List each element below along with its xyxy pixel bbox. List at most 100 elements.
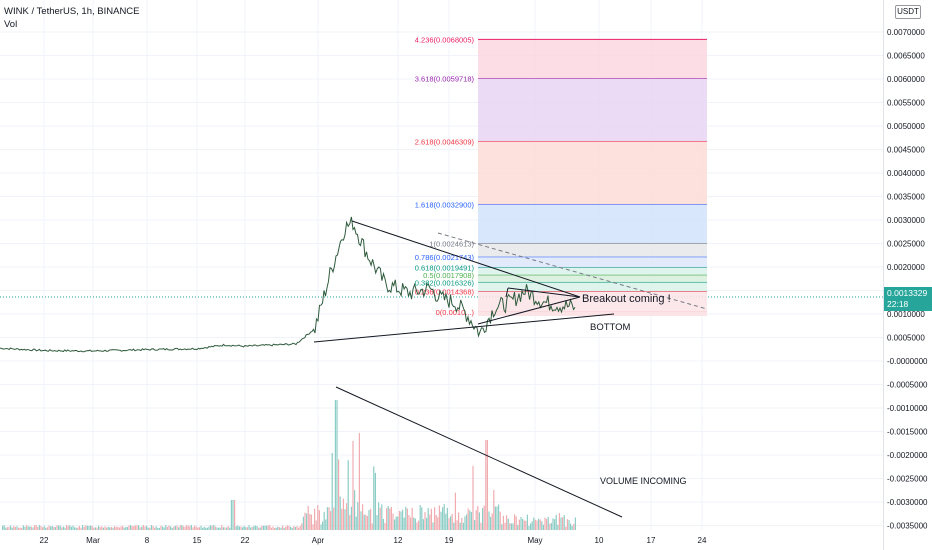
x-tick-label: 19: [445, 536, 454, 545]
volume-bar: [464, 516, 466, 530]
volume-bar: [542, 524, 544, 530]
volume-bar: [456, 520, 458, 530]
volume-bar: [549, 523, 551, 530]
volume-bar: [258, 527, 260, 530]
volume-bar: [149, 527, 151, 530]
volume-bar: [342, 498, 344, 530]
volume-bar: [528, 525, 530, 530]
fib-level-label: 0.618(0.0019491): [415, 263, 475, 272]
volume-bar: [398, 510, 400, 530]
volume-bar: [550, 523, 552, 530]
volume-bar: [246, 527, 248, 530]
volume-bar: [74, 527, 76, 530]
volume-bar: [546, 518, 548, 530]
x-tick-label: Apr: [312, 536, 325, 545]
volume-bar: [139, 527, 141, 530]
currency-button[interactable]: USDT: [895, 5, 921, 19]
volume-bar: [571, 525, 573, 530]
volume-bar: [294, 526, 296, 530]
volume-bar: [547, 516, 549, 530]
volume-bar: [123, 527, 125, 530]
x-tick-label: 8: [145, 536, 150, 545]
volume-bar: [488, 511, 490, 530]
volume-bar: [222, 527, 224, 530]
volume-bar: [566, 519, 568, 530]
volume-bar: [163, 527, 165, 530]
grid: [0, 0, 883, 530]
fib-level-label: 2.618(0.0046309): [415, 137, 475, 146]
volume-bar: [306, 513, 308, 530]
volume-bar: [347, 460, 349, 530]
volume-bar: [485, 440, 487, 530]
fib-level-label: 0.786(0.0021743): [415, 253, 475, 262]
volume-bar: [194, 525, 196, 530]
fib-trend-dashed: [437, 232, 708, 310]
volume-bar: [277, 526, 279, 530]
y-tick-label: -0.0000000: [887, 357, 928, 366]
volume-bar: [54, 527, 56, 530]
volume-bar: [483, 505, 485, 530]
volume-bar: [82, 525, 84, 530]
x-tick-label: Mar: [86, 536, 100, 545]
volume-bar: [502, 515, 504, 530]
volume-bar: [48, 525, 50, 530]
fib-level-label: 1.618(0.0032900): [415, 200, 475, 209]
volume-bar: [110, 527, 112, 530]
y-tick-label: -0.0010000: [887, 404, 928, 413]
volume-bar: [494, 506, 496, 530]
volume-bar: [40, 526, 42, 530]
volume-bar: [293, 526, 295, 530]
volume-bar: [314, 508, 316, 530]
volume-bar: [115, 527, 117, 530]
volume-bar: [290, 526, 292, 530]
fibonacci-extension: 0(0.0010...) 0.236(0.0014368)0.382(0.0016…: [415, 35, 708, 317]
triangle-upper-trendline: [351, 220, 581, 298]
volume-bar: [72, 525, 74, 530]
volume-bar: [339, 496, 341, 530]
volume-bar: [536, 520, 538, 530]
volume-bar: [434, 507, 436, 530]
volume-bar: [210, 525, 212, 530]
fib-zone: [478, 78, 707, 142]
volume-bar: [32, 527, 34, 530]
volume-bar: [235, 526, 237, 530]
y-tick-label: 0.0070000: [887, 28, 925, 37]
volume-bar: [69, 525, 71, 530]
price-series: [0, 216, 576, 353]
volume-bar: [411, 507, 413, 530]
volume-bars: [2, 400, 576, 530]
volume-bar: [320, 524, 322, 530]
triangle-lower-trendline: [313, 313, 615, 343]
volume-bar: [338, 459, 340, 530]
volume-bar: [467, 508, 469, 530]
volume-bar: [242, 527, 244, 530]
y-tick-label: 0.0035000: [887, 193, 925, 202]
fib-zone: [478, 291, 707, 312]
volume-bar: [138, 525, 140, 530]
volume-bar: [419, 505, 421, 530]
volume-bar: [496, 506, 498, 530]
volume-bar: [50, 526, 52, 530]
volume-bar: [253, 526, 255, 530]
volume-bar: [520, 517, 522, 530]
volume-bar: [288, 525, 290, 530]
volume-bar: [144, 526, 146, 530]
volume-bar: [158, 527, 160, 530]
volume-bar: [555, 514, 557, 530]
volume-bar: [189, 526, 191, 530]
volume-bar: [181, 525, 183, 530]
volume-bar: [354, 490, 356, 530]
volume-bar: [190, 525, 192, 530]
volume-bar: [386, 508, 388, 530]
volume-bar: [421, 507, 423, 530]
volume-bar: [344, 509, 346, 530]
volume-bar: [426, 517, 428, 530]
volume-bar: [478, 512, 480, 530]
volume-bar: [214, 526, 216, 530]
volume-bar: [112, 527, 114, 530]
volume-bar: [14, 527, 16, 530]
y-tick-label: -0.0025000: [887, 475, 928, 484]
volume-bar: [379, 507, 381, 530]
volume-bar: [99, 527, 101, 530]
